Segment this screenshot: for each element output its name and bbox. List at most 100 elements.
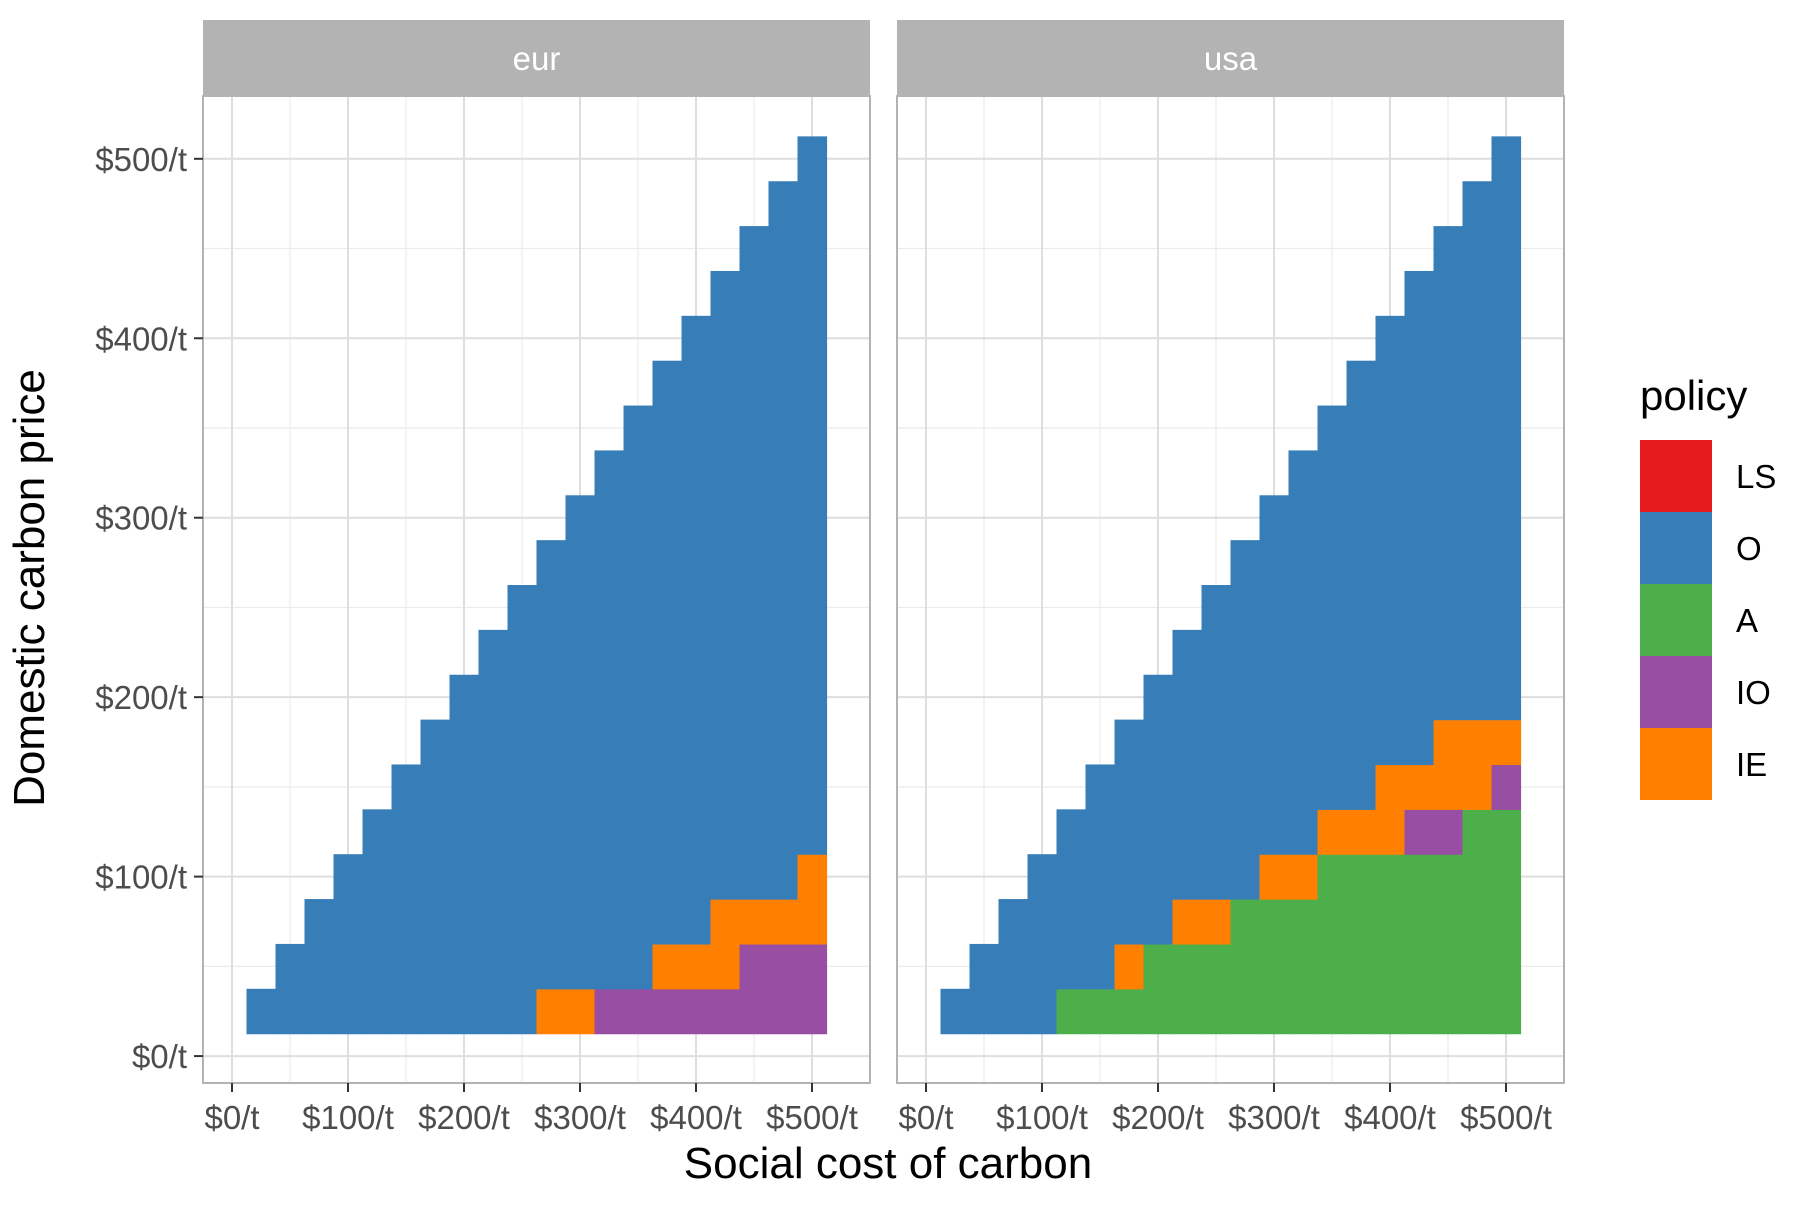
tile-O bbox=[449, 674, 480, 1035]
tile-IE bbox=[1317, 809, 1348, 855]
legend-label-LS: LS bbox=[1736, 458, 1776, 495]
y-tick-label: $500/t bbox=[95, 141, 187, 178]
tile-O bbox=[1433, 226, 1464, 721]
tile-A bbox=[1433, 854, 1464, 1035]
facet-strip bbox=[897, 20, 1564, 96]
x-tick-label: $400/t bbox=[1344, 1099, 1436, 1136]
tile-IE bbox=[1346, 809, 1377, 855]
tile-O bbox=[391, 764, 422, 1035]
tile-A bbox=[1201, 943, 1232, 1035]
tile-IE bbox=[1288, 854, 1319, 900]
x-tick-label: $200/t bbox=[1112, 1099, 1204, 1136]
tile-IE bbox=[1259, 854, 1290, 900]
x-tick-label: $500/t bbox=[1460, 1099, 1552, 1136]
tile-IE bbox=[1114, 943, 1145, 990]
tile-O bbox=[1056, 809, 1087, 990]
legend-key-IO bbox=[1640, 656, 1712, 728]
x-tick-label: $100/t bbox=[996, 1099, 1088, 1136]
tile-A bbox=[1491, 809, 1522, 1035]
y-tick-label: $300/t bbox=[95, 500, 187, 537]
tile-O bbox=[681, 315, 712, 945]
tile-A bbox=[1259, 899, 1290, 1035]
x-tick-label: $500/t bbox=[766, 1099, 858, 1136]
tile-O bbox=[1027, 854, 1058, 1035]
tile-O bbox=[304, 899, 335, 1035]
x-tick-label: $300/t bbox=[534, 1099, 626, 1136]
facet-strip-label: eur bbox=[513, 40, 561, 77]
tile-IE bbox=[681, 943, 712, 990]
tile-IE bbox=[1433, 719, 1464, 810]
tile-A bbox=[1375, 854, 1406, 1035]
tile-O bbox=[969, 943, 1000, 1035]
tile-O bbox=[1317, 405, 1348, 810]
x-tick-label: $0/t bbox=[204, 1099, 259, 1136]
tile-IE bbox=[536, 988, 567, 1035]
tile-IE bbox=[1201, 899, 1232, 945]
x-tick-label: $0/t bbox=[898, 1099, 953, 1136]
tile-IE bbox=[739, 899, 770, 945]
tile-O bbox=[1230, 540, 1261, 900]
x-tick-label: $400/t bbox=[650, 1099, 742, 1136]
tile-O bbox=[1346, 360, 1377, 810]
tile-O bbox=[1462, 181, 1493, 721]
facet-panel-eur: eur $0/t $100/t $200/t $300/t $400/t $500/t $0/… bbox=[95, 20, 871, 1136]
tile-A bbox=[1462, 809, 1493, 1035]
tile-IO bbox=[710, 988, 741, 1035]
tile-O bbox=[1172, 629, 1203, 900]
y-tick-label: $100/t bbox=[95, 859, 187, 896]
legend-label-IO: IO bbox=[1736, 674, 1771, 711]
legend-label-IE: IE bbox=[1736, 746, 1767, 783]
tile-O bbox=[1288, 450, 1319, 855]
x-tick-label: $300/t bbox=[1228, 1099, 1320, 1136]
tile-IE bbox=[768, 899, 799, 945]
tile-IO bbox=[652, 988, 683, 1035]
tile-O bbox=[652, 360, 683, 945]
x-axis-title: Social cost of carbon bbox=[684, 1139, 1092, 1188]
tile-O bbox=[623, 405, 654, 990]
tile-O bbox=[478, 629, 509, 1035]
tile-IO bbox=[768, 943, 799, 1035]
legend-label-O: O bbox=[1736, 530, 1762, 567]
tile-IE bbox=[1491, 719, 1522, 766]
tile-IE bbox=[1172, 899, 1203, 945]
facet-panels: eur $0/t $100/t $200/t $300/t $400/t $500/t $0/… bbox=[95, 20, 1565, 1136]
tile-A bbox=[1114, 988, 1145, 1035]
tile-O bbox=[1375, 315, 1406, 766]
tile-IE bbox=[652, 943, 683, 990]
tile-A bbox=[1404, 854, 1435, 1035]
tile-O bbox=[565, 495, 596, 990]
tile-O bbox=[420, 719, 451, 1035]
y-tick-label: $200/t bbox=[95, 679, 187, 716]
legend-key-IE bbox=[1640, 728, 1712, 800]
tile-O bbox=[1491, 136, 1522, 721]
x-tick-label: $200/t bbox=[418, 1099, 510, 1136]
y-axis-title: Domestic carbon price bbox=[5, 369, 54, 807]
tile-IO bbox=[1491, 764, 1522, 810]
tile-O bbox=[797, 136, 828, 855]
legend-title: policy bbox=[1640, 372, 1747, 419]
tile-IO bbox=[1433, 809, 1464, 855]
tile-A bbox=[1346, 854, 1377, 1035]
legend-label-A: A bbox=[1736, 602, 1758, 639]
tile-IE bbox=[797, 854, 828, 945]
tile-O bbox=[1114, 719, 1145, 945]
tile-IE bbox=[1375, 809, 1406, 855]
tile-O bbox=[940, 988, 971, 1035]
tile-O bbox=[710, 270, 741, 900]
legend: policy LS OA IO IE bbox=[1640, 372, 1776, 800]
tile-O bbox=[1404, 270, 1435, 766]
tile-A bbox=[1230, 899, 1261, 1035]
tile-A bbox=[1085, 988, 1116, 1035]
tile-O bbox=[275, 943, 306, 1035]
tile-A bbox=[1172, 943, 1203, 1035]
tile-O bbox=[507, 585, 538, 1035]
tile-O bbox=[1201, 585, 1232, 900]
tile-IE bbox=[1462, 719, 1493, 810]
tile-O bbox=[1143, 674, 1174, 945]
tile-IO bbox=[681, 988, 712, 1035]
tile-IO bbox=[739, 943, 770, 1035]
tile-IO bbox=[623, 988, 654, 1035]
y-tick-label: $400/t bbox=[95, 320, 187, 357]
tile-IO bbox=[797, 943, 828, 1035]
